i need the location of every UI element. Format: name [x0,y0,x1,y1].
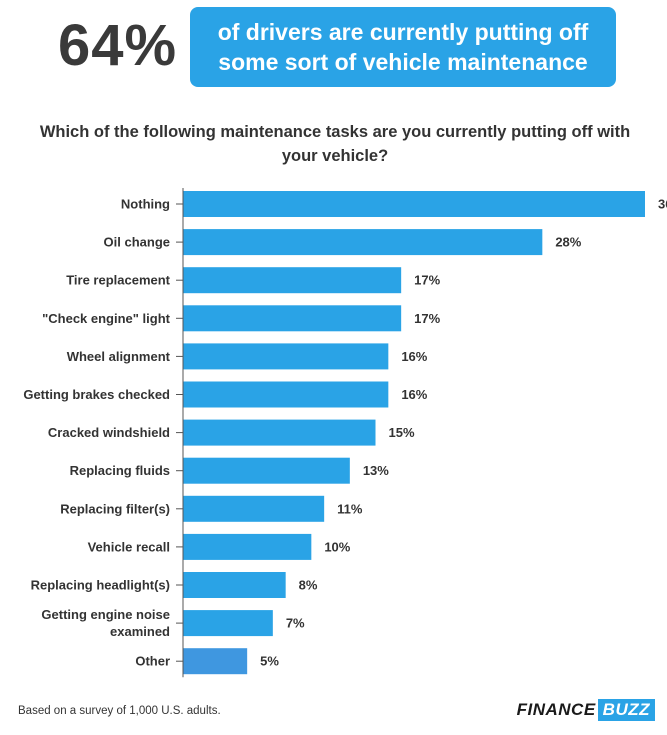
headline-text: of drivers are currently putting off som… [217,19,589,75]
category-label: Oil change [104,235,170,250]
value-label: 16% [401,387,427,402]
category-label: Nothing [121,197,170,212]
bar [183,381,389,408]
category-label: Other [135,654,170,669]
value-label: 10% [324,539,350,554]
bar [183,419,376,446]
headline-stat: 64% [58,13,178,78]
bar [183,648,248,675]
category-label: Wheel alignment [67,349,171,364]
logo-buzz-text: BUZZ [597,699,655,721]
value-label: 7% [286,616,305,631]
value-label: 28% [555,235,581,250]
category-label: Replacing fluids [70,463,170,478]
footnote: Based on a survey of 1,000 U.S. adults. [18,705,221,717]
category-label: Cracked windshield [48,425,170,440]
bar [183,572,286,598]
value-label: 17% [414,311,440,326]
category-label: "Check engine" light [42,311,171,326]
category-label: Getting brakes checked [23,387,170,402]
category-label: Vehicle recall [88,539,170,554]
bar [183,343,389,370]
bar [183,267,402,294]
bar [183,533,312,560]
chart-question: Which of the following maintenance tasks… [39,123,631,165]
value-label: 11% [337,501,363,516]
value-label: 15% [389,425,415,440]
bar [183,191,645,217]
bar-chart: Nothing 36% Oil change 28% Tire replacement 1… [23,188,667,678]
value-label: 16% [401,349,427,364]
value-label: 13% [363,463,389,478]
bar [183,495,325,522]
bar [183,457,350,484]
value-label: 17% [414,273,440,288]
financebuzz-logo: FINANCE BUZZ [517,699,655,721]
value-label: 36% [658,197,667,212]
bar [183,229,543,256]
value-label: 5% [260,654,279,669]
bar [183,610,273,637]
logo-finance-text: FINANCE [516,700,596,719]
category-label: Replacing headlight(s) [31,578,170,593]
category-label: Tire replacement [66,273,170,288]
headline-banner: of drivers are currently putting off som… [190,7,616,87]
bar [183,305,402,332]
category-label: Replacing filter(s) [60,501,170,516]
value-label: 8% [299,578,318,593]
category-label: Getting engine noise examined [41,607,170,639]
